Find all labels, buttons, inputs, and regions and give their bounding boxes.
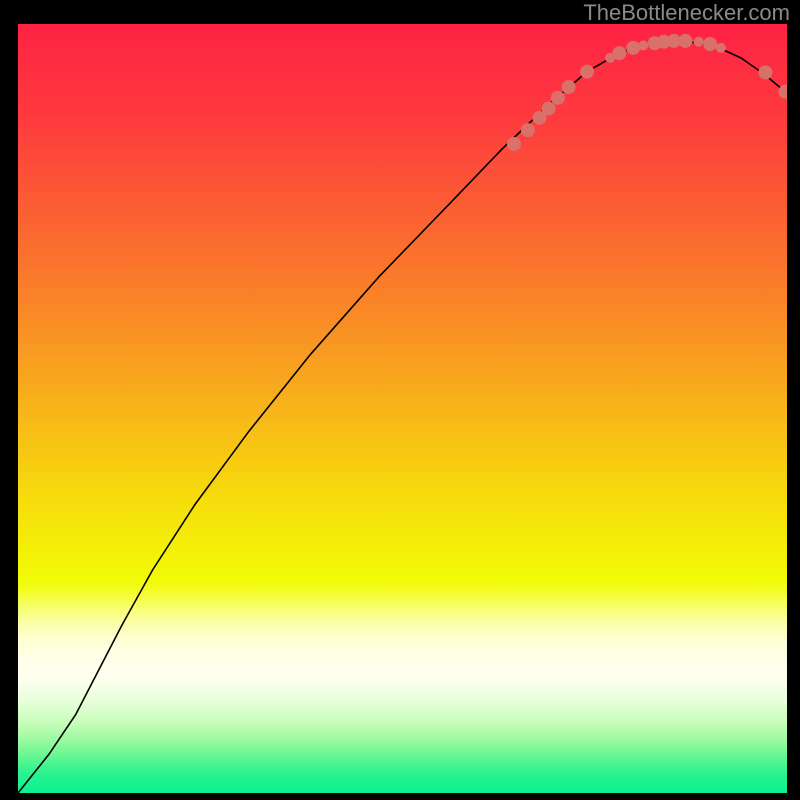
chart-stage: TheBottlenecker.com — [0, 0, 800, 800]
chart-svg — [0, 0, 800, 800]
marker-point — [521, 124, 534, 137]
marker-point — [779, 85, 792, 98]
marker-point — [508, 137, 521, 150]
marker-point — [562, 81, 575, 94]
gradient-panel — [18, 24, 787, 793]
marker-point — [551, 91, 564, 104]
watermark-text: TheBottlenecker.com — [583, 0, 790, 26]
marker-point — [542, 102, 555, 115]
marker-point — [627, 41, 640, 54]
marker-point — [581, 65, 594, 78]
marker-point — [759, 66, 772, 79]
marker-point — [704, 37, 717, 50]
marker-point — [694, 37, 703, 46]
marker-point — [639, 41, 648, 50]
marker-point — [679, 34, 692, 47]
marker-point — [716, 43, 725, 52]
marker-point — [613, 47, 626, 60]
